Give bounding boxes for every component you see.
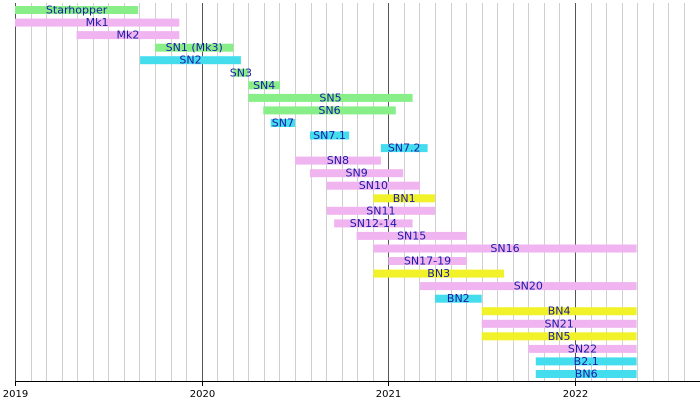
gantt-bar: [140, 56, 241, 65]
gantt-bar: [326, 206, 435, 215]
gantt-bar: [373, 269, 505, 278]
gantt-bar: [295, 156, 381, 165]
x-tick-label: 2021: [376, 389, 401, 400]
gantt-bar: [420, 282, 637, 291]
gantt-bar-label: SN4: [253, 79, 275, 92]
chart-x-axis: 2019 2020 2021 2022: [3, 381, 700, 400]
x-tick-label: 2020: [190, 389, 215, 400]
gantt-bar: [233, 68, 249, 77]
gantt-bar-label: BN4: [548, 305, 571, 318]
gantt-bar: [373, 244, 637, 253]
gantt-bar-label: B2.1: [574, 355, 599, 368]
gantt-bar: [481, 307, 637, 316]
gantt-bar: [263, 106, 396, 115]
gantt-bar-label: BN3: [427, 267, 450, 280]
gantt-bar-label: SN7.1: [313, 129, 346, 142]
gantt-bar-label: SN8: [327, 154, 349, 167]
gantt-bar: [481, 332, 637, 341]
gantt-bar: [15, 18, 180, 27]
gantt-bar: [270, 119, 295, 127]
gantt-bar-label: SN7: [272, 117, 294, 130]
gantt-bar-label: SN2: [179, 54, 201, 67]
gantt-bar-label: SN9: [345, 167, 367, 180]
gantt-bar-label: SN12-14: [350, 217, 397, 230]
gantt-bar-label: Mk2: [116, 29, 139, 42]
gantt-bar: [326, 181, 420, 190]
gantt-bar: [535, 370, 637, 378]
gantt-bar-label: BN2: [447, 292, 470, 305]
gantt-bar-label: SN10: [359, 179, 388, 192]
gantt-bar: [535, 357, 637, 366]
gantt-bar: [356, 231, 467, 240]
gantt-bar-label: BN1: [393, 192, 416, 205]
gantt-bar: [528, 344, 637, 353]
gantt-bar-label: SN11: [366, 204, 395, 217]
gantt-bar: [309, 131, 350, 140]
gantt-bar-label: BN5: [548, 330, 571, 343]
gantt-bar: [481, 319, 637, 328]
gantt-bar-label: SN7.2: [388, 142, 421, 155]
gantt-bar-label: Starhopper: [46, 4, 108, 17]
gantt-bar: [435, 294, 482, 303]
gantt-bar-label: SN6: [318, 104, 340, 117]
gantt-bar: [76, 31, 180, 40]
gantt-bar-label: SN21: [544, 317, 573, 330]
gantt-bar-label: Mk1: [86, 16, 109, 29]
gantt-bar-label: SN15: [397, 229, 426, 242]
gantt-bar-label: SN5: [319, 91, 341, 104]
x-tick-label: 2022: [563, 389, 588, 400]
gantt-bar-label: SN16: [490, 242, 519, 255]
gantt-bar: [334, 219, 413, 228]
gantt-bar-label: SN20: [514, 280, 543, 293]
x-tick-label: 2019: [3, 389, 28, 400]
gantt-bar: [15, 6, 139, 14]
gantt-bar: [380, 144, 428, 153]
gantt-bar: [248, 93, 413, 102]
gantt-bar-label: SN3: [230, 66, 252, 79]
chart-bars: [15, 6, 637, 378]
gantt-bar: [373, 194, 435, 203]
gantt-bar-label: SN22: [568, 342, 597, 355]
gantt-bar: [388, 257, 467, 265]
gantt-bar-label: SN1 (Mk3): [166, 41, 223, 54]
gantt-bar: [155, 43, 234, 52]
gantt-bar-label: SN17-19: [404, 255, 451, 268]
chart-grid: [15, 3, 685, 381]
gantt-bar: [309, 169, 404, 178]
gantt-bar: [248, 81, 280, 90]
gantt-bar-label: BN6: [575, 368, 598, 381]
